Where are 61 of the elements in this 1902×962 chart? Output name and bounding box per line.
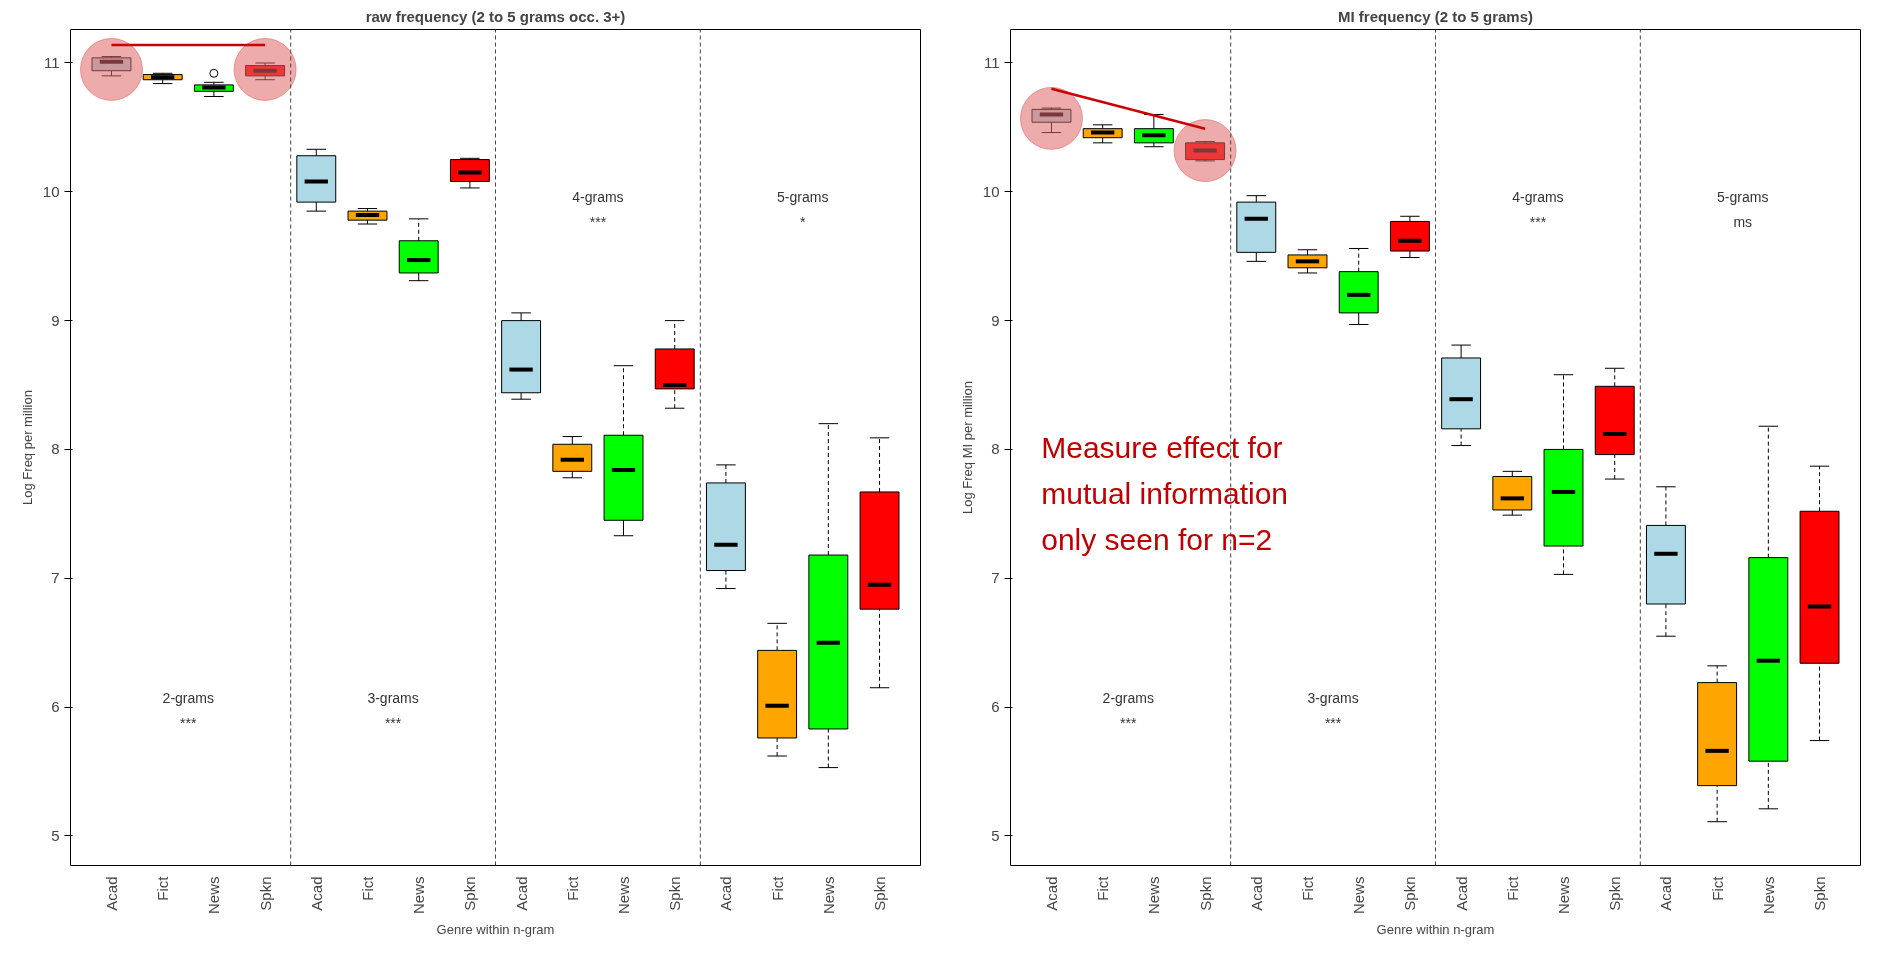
x-tick-label: Acad (307, 876, 325, 911)
chart-title: MI frequency (2 to 5 grams) (1337, 7, 1534, 25)
y-tick-label: 5 (51, 826, 60, 844)
x-tick-label: Fict (154, 875, 172, 901)
chart-title: raw frequency (2 to 5 grams occ. 3+) (365, 7, 626, 25)
x-tick-label: News (615, 876, 633, 915)
x-tick-label: Fict (1503, 875, 1521, 901)
x-tick-label: News (1350, 876, 1368, 915)
x-tick-label: News (819, 876, 837, 915)
x-tick-label: News (1759, 876, 1777, 915)
y-tick-label: 5 (991, 826, 1000, 844)
x-tick-label: Acad (717, 876, 735, 911)
annotation: 4-grams *** (572, 188, 624, 230)
y-axis-title: Log Freq MI per million (959, 381, 975, 514)
x-tick-label: Fict (358, 875, 376, 901)
x-tick-label: Acad (1452, 876, 1470, 911)
y-tick-label: 8 (991, 440, 1000, 458)
x-tick-label: Spkn (1606, 876, 1624, 911)
x-tick-label: Spkn (461, 876, 479, 911)
y-tick-label: 8 (51, 440, 60, 458)
y-tick-label: 10 (42, 182, 60, 200)
x-tick-label: Acad (1657, 876, 1675, 911)
x-tick-label: Spkn (871, 876, 889, 911)
x-tick-label: Fict (1094, 875, 1112, 901)
annotation: 3-grams *** (367, 690, 419, 732)
x-tick-label: Acad (1042, 876, 1060, 911)
x-tick-label: News (1555, 876, 1573, 915)
x-tick-label: Spkn (1401, 876, 1419, 911)
x-tick-label: Fict (563, 875, 581, 901)
y-tick-label: 10 (982, 182, 1000, 200)
annotation: 3-grams *** (1307, 690, 1359, 732)
y-tick-label: 6 (991, 698, 1000, 716)
x-axis-title: Genre within n-gram (436, 922, 555, 938)
x-tick-label: News (1145, 876, 1163, 915)
x-tick-label: Spkn (1196, 876, 1214, 911)
y-tick-label: 9 (991, 311, 1000, 329)
y-tick-label: 6 (51, 698, 60, 716)
annotation: 5-grams ms (1717, 188, 1769, 230)
x-tick-label: Spkn (256, 876, 274, 911)
x-tick-label: Spkn (1811, 876, 1829, 911)
x-tick-label: Acad (102, 876, 120, 911)
x-tick-label: Spkn (666, 876, 684, 911)
y-tick-label: 11 (983, 53, 1000, 71)
x-tick-label: News (410, 876, 428, 915)
annotation: 5-grams * (777, 188, 829, 230)
x-axis-title: Genre within n-gram (1376, 922, 1495, 938)
x-tick-label: Acad (1247, 876, 1265, 911)
annotation: 2-grams *** (1102, 690, 1154, 732)
x-tick-label: Fict (1708, 875, 1726, 901)
x-tick-label: Fict (768, 875, 786, 901)
x-tick-label: Fict (1298, 875, 1316, 901)
y-tick-label: 11 (43, 53, 60, 71)
y-tick-label: 7 (51, 569, 60, 587)
y-tick-label: 9 (51, 311, 60, 329)
annotation: 2-grams *** (162, 690, 214, 732)
x-tick-label: News (205, 876, 223, 915)
annotation: 4-grams *** (1512, 188, 1564, 230)
annotation: Measure effect for mutual information only seen for n=2 (1041, 431, 1289, 556)
x-tick-label: Acad (512, 876, 530, 911)
y-tick-label: 7 (991, 569, 1000, 587)
y-axis-title: Log Freq per million (19, 390, 35, 505)
